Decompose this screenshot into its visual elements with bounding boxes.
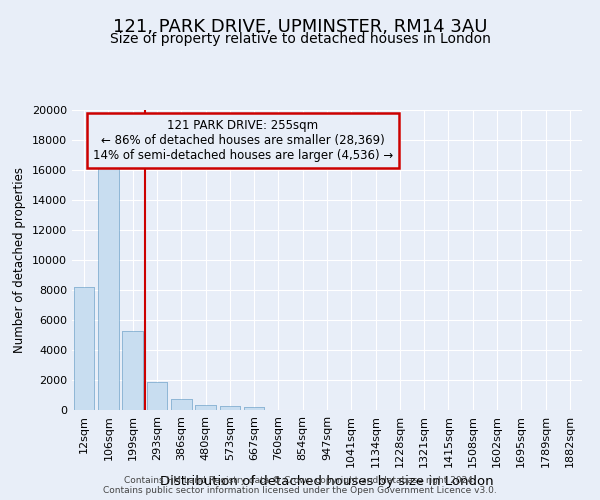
Bar <box>98 162 119 410</box>
Bar <box>122 330 143 410</box>
Bar <box>220 406 240 410</box>
Bar <box>171 399 191 410</box>
Bar <box>122 330 143 410</box>
Text: 121, PARK DRIVE, UPMINSTER, RM14 3AU: 121, PARK DRIVE, UPMINSTER, RM14 3AU <box>113 18 487 36</box>
Bar <box>74 287 94 410</box>
Text: 121 PARK DRIVE: 255sqm
← 86% of detached houses are smaller (28,369)
14% of semi: 121 PARK DRIVE: 255sqm ← 86% of detached… <box>93 119 393 162</box>
Bar <box>195 405 216 410</box>
Bar <box>146 382 167 410</box>
Bar <box>244 406 265 410</box>
Y-axis label: Number of detached properties: Number of detached properties <box>13 167 26 353</box>
X-axis label: Distribution of detached houses by size in London: Distribution of detached houses by size … <box>160 476 494 488</box>
Bar <box>220 406 240 410</box>
Bar <box>244 406 265 410</box>
Text: Contains HM Land Registry data © Crown copyright and database right 2024.
Contai: Contains HM Land Registry data © Crown c… <box>103 476 497 495</box>
Bar <box>195 405 216 410</box>
Bar <box>74 287 94 410</box>
Bar <box>146 382 167 410</box>
Bar <box>98 162 119 410</box>
Bar <box>171 399 191 410</box>
Text: Size of property relative to detached houses in London: Size of property relative to detached ho… <box>110 32 490 46</box>
